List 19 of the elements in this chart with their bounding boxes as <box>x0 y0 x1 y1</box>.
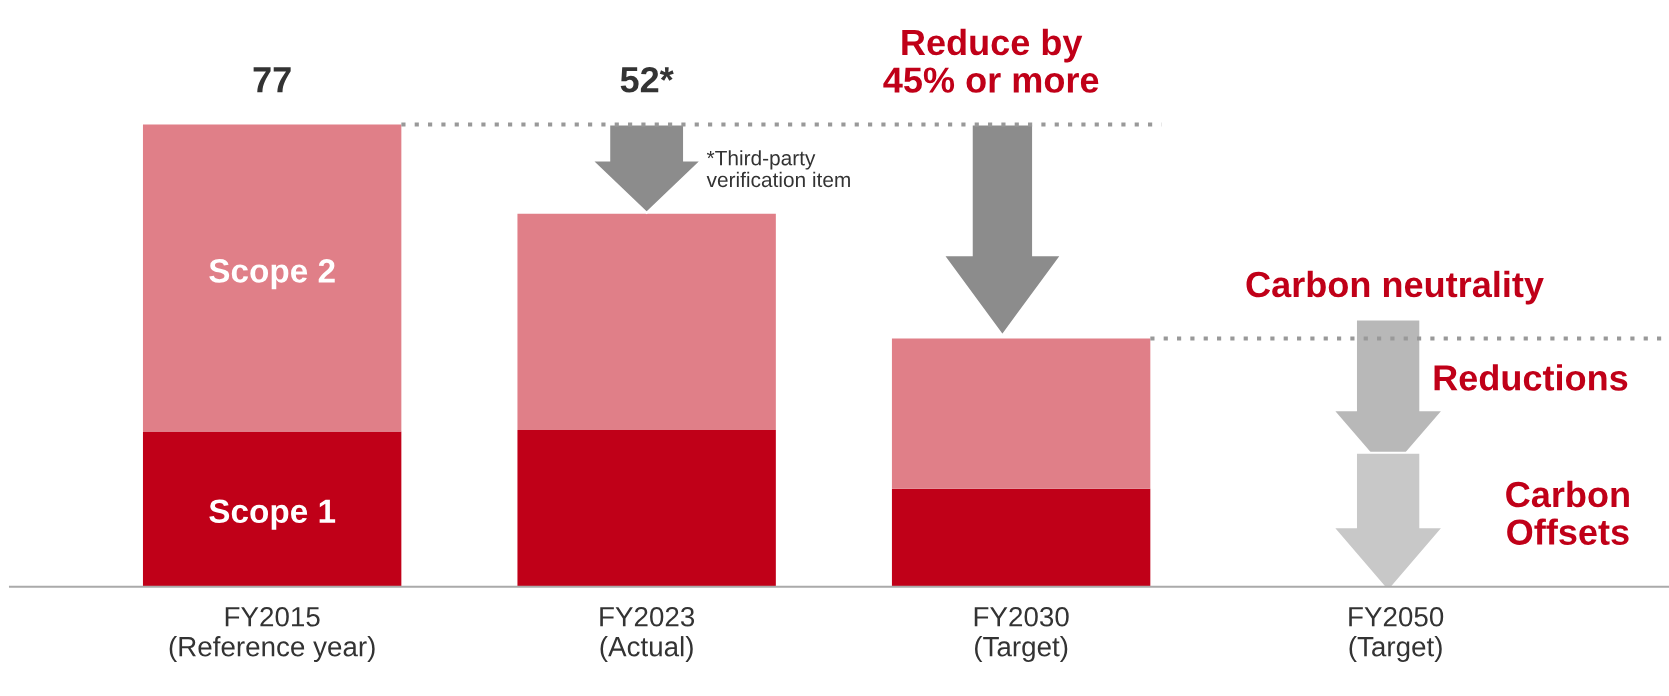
text: 52* <box>620 66 674 93</box>
bar <box>891 488 1151 587</box>
annotation: Reductions <box>1434 364 1628 391</box>
annotation: Carbon neutrality <box>1246 270 1544 305</box>
annotation: Scope 2 <box>209 259 335 290</box>
annotation: Scope 1 <box>209 499 336 530</box>
bar <box>142 431 402 587</box>
x-tick-label: FY2015 (Reference year) <box>169 606 375 662</box>
text: Reduce by 45% or more <box>883 28 1099 93</box>
x-tick-label: FY2030 (Target) <box>974 606 1069 662</box>
annotation: *Third-party verification item <box>706 150 850 188</box>
bar <box>142 124 402 432</box>
bar <box>891 338 1151 489</box>
x-tick-label: FY2023 (Actual) <box>600 606 695 662</box>
text: 77 <box>253 67 291 93</box>
bar <box>517 430 776 587</box>
bar <box>517 213 776 431</box>
annotation: Carbon Offsets <box>1506 480 1629 545</box>
x-tick-label: FY2050 (Target) <box>1349 606 1444 662</box>
